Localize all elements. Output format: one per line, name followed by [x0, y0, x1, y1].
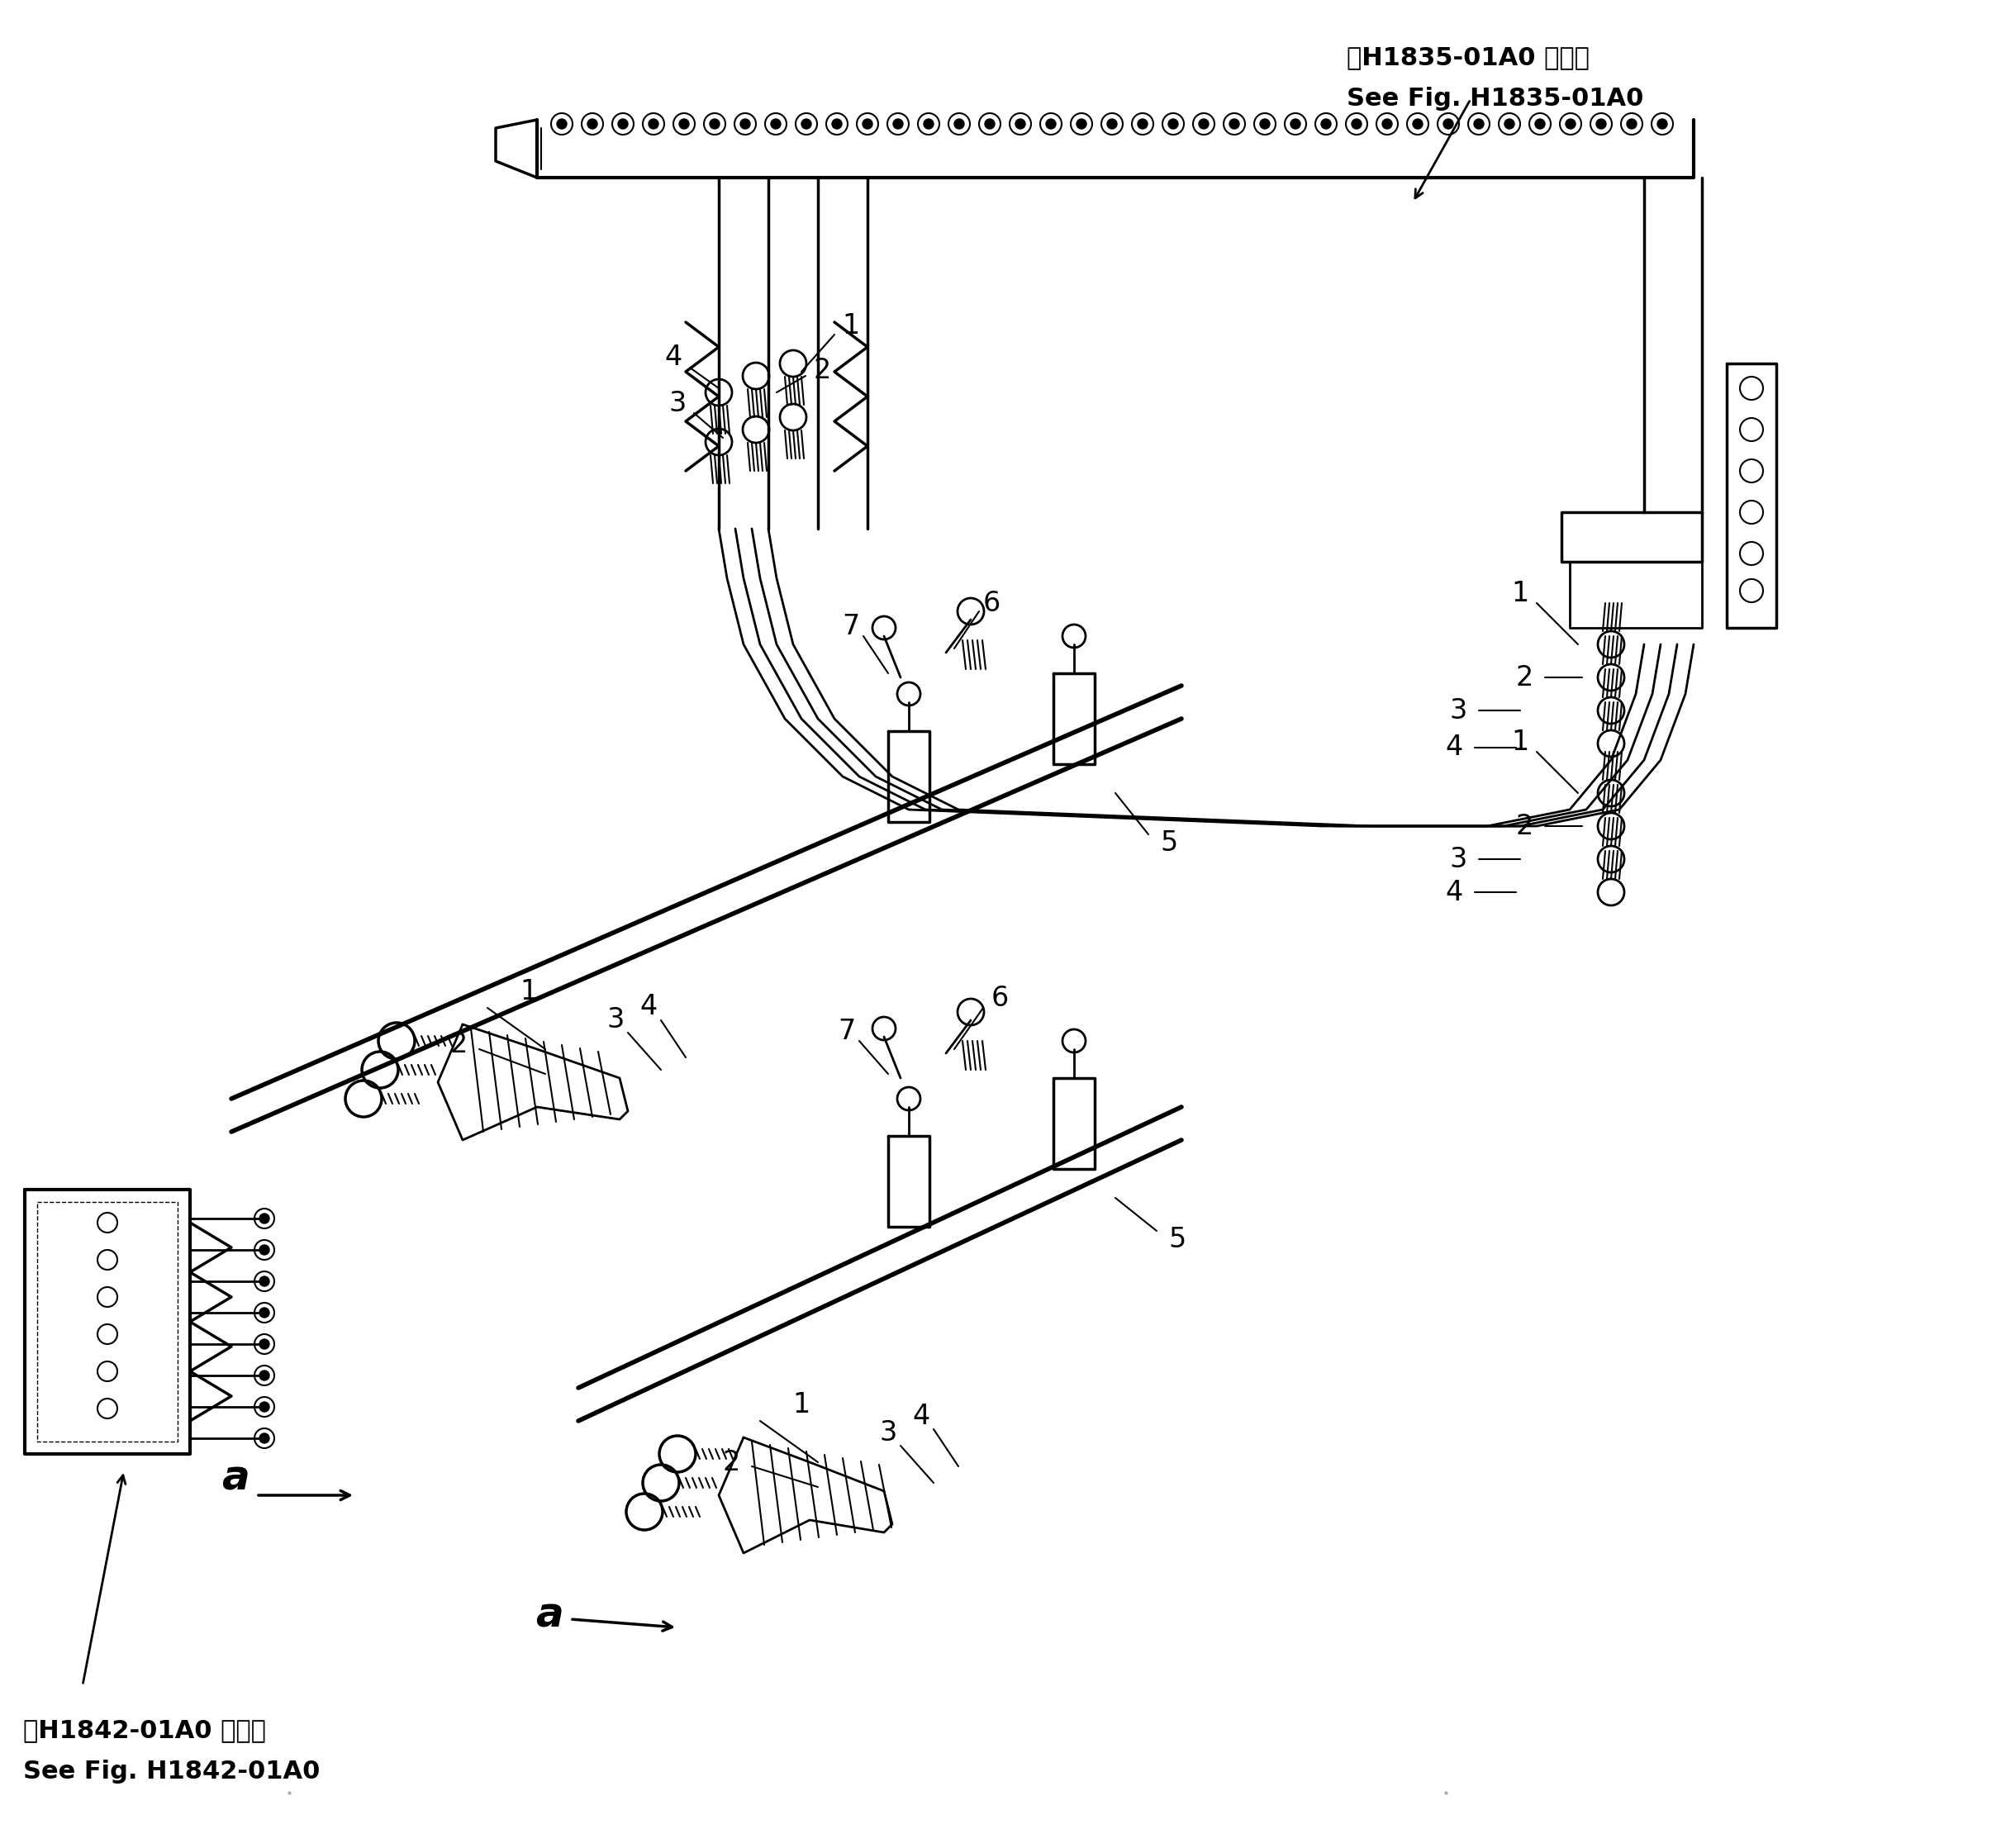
- Circle shape: [1383, 118, 1393, 129]
- Text: 2: 2: [1515, 813, 1533, 839]
- Circle shape: [648, 118, 658, 129]
- Circle shape: [260, 1340, 270, 1349]
- Text: 2: 2: [812, 357, 830, 384]
- Text: a: a: [222, 1458, 250, 1499]
- Text: 2: 2: [722, 1449, 740, 1477]
- Text: 6: 6: [982, 590, 1000, 617]
- Text: 7: 7: [842, 612, 860, 639]
- Text: 6: 6: [990, 985, 1009, 1011]
- Circle shape: [588, 118, 598, 129]
- Circle shape: [1597, 118, 1607, 129]
- Text: 7: 7: [838, 1018, 856, 1044]
- Text: 3: 3: [1449, 697, 1467, 724]
- Circle shape: [1261, 118, 1271, 129]
- Text: 4: 4: [640, 992, 656, 1020]
- Circle shape: [678, 118, 688, 129]
- Text: 3: 3: [878, 1419, 896, 1447]
- Text: 第H1835-01A0 図参照: 第H1835-01A0 図参照: [1347, 46, 1589, 70]
- Circle shape: [1505, 118, 1515, 129]
- Circle shape: [1535, 118, 1545, 129]
- Circle shape: [260, 1214, 270, 1223]
- Circle shape: [618, 118, 628, 129]
- Text: 1: 1: [1511, 580, 1529, 606]
- Text: 5: 5: [1169, 1225, 1187, 1253]
- Circle shape: [740, 118, 750, 129]
- Text: 5: 5: [1161, 830, 1179, 856]
- Circle shape: [1139, 118, 1147, 129]
- Text: 1: 1: [520, 978, 538, 1005]
- Text: 4: 4: [664, 344, 682, 370]
- Circle shape: [1229, 118, 1239, 129]
- Circle shape: [556, 118, 566, 129]
- Circle shape: [260, 1308, 270, 1318]
- Text: 4: 4: [1445, 734, 1463, 761]
- Circle shape: [892, 118, 902, 129]
- Text: 1: 1: [792, 1392, 810, 1417]
- Circle shape: [260, 1371, 270, 1380]
- Circle shape: [1107, 118, 1117, 129]
- Text: 第H1842-01A0 図参照: 第H1842-01A0 図参照: [24, 1719, 266, 1743]
- Circle shape: [1351, 118, 1361, 129]
- Circle shape: [862, 118, 872, 129]
- Text: 2: 2: [1515, 663, 1533, 691]
- Circle shape: [1627, 118, 1637, 129]
- Text: 2: 2: [450, 1031, 468, 1059]
- Circle shape: [710, 118, 720, 129]
- Circle shape: [1565, 118, 1575, 129]
- Text: 3: 3: [1449, 846, 1467, 872]
- Text: 1: 1: [1511, 728, 1529, 756]
- Circle shape: [1443, 118, 1453, 129]
- Circle shape: [1047, 118, 1057, 129]
- Circle shape: [1321, 118, 1331, 129]
- Circle shape: [770, 118, 780, 129]
- Circle shape: [1077, 118, 1087, 129]
- Circle shape: [954, 118, 964, 129]
- Circle shape: [832, 118, 842, 129]
- Text: 3: 3: [606, 1007, 624, 1033]
- Text: See Fig. H1842-01A0: See Fig. H1842-01A0: [24, 1759, 320, 1783]
- Circle shape: [800, 118, 810, 129]
- Circle shape: [924, 118, 934, 129]
- Circle shape: [260, 1246, 270, 1255]
- Circle shape: [1475, 118, 1485, 129]
- Text: 1: 1: [842, 312, 860, 340]
- Circle shape: [1199, 118, 1209, 129]
- Text: a: a: [536, 1595, 564, 1635]
- Text: 3: 3: [668, 390, 686, 418]
- Circle shape: [1413, 118, 1423, 129]
- Text: 4: 4: [1445, 878, 1463, 906]
- Circle shape: [1657, 118, 1667, 129]
- Circle shape: [1015, 118, 1025, 129]
- Circle shape: [260, 1277, 270, 1286]
- Text: 4: 4: [912, 1403, 930, 1430]
- Circle shape: [984, 118, 994, 129]
- Circle shape: [260, 1434, 270, 1443]
- Circle shape: [260, 1403, 270, 1412]
- Text: See Fig. H1835-01A0: See Fig. H1835-01A0: [1347, 87, 1643, 111]
- Circle shape: [1169, 118, 1179, 129]
- Circle shape: [1291, 118, 1301, 129]
